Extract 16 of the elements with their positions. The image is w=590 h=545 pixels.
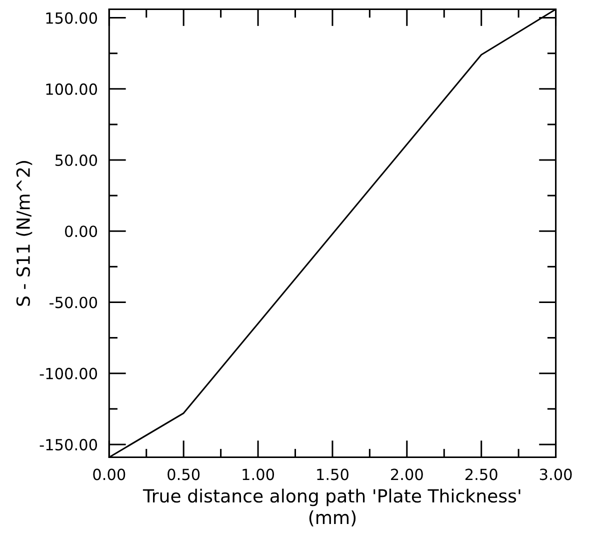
- x-tick-label: 0.50: [168, 468, 200, 480]
- y-tick-label: -50.00: [50, 296, 98, 308]
- y-tick-label: -100.00: [40, 368, 98, 380]
- x-tick-label: 1.50: [317, 468, 348, 480]
- x-tick-label: 2.00: [391, 468, 423, 480]
- y-tick-label: 50.00: [55, 154, 98, 166]
- x-tick-label: 2.50: [465, 468, 498, 480]
- x-tick-label: 0.00: [93, 468, 126, 480]
- y-tick-label: 150.00: [46, 12, 98, 24]
- y-axis-title: S - S11 (N/m^2): [16, 161, 32, 306]
- y-tick-label: -150.00: [40, 438, 98, 450]
- x-tick-label: 3.00: [540, 468, 572, 480]
- y-tick-label: 0.00: [65, 226, 98, 238]
- x-axis-title: True distance along path 'Plate Thickness' (mm): [142, 488, 520, 526]
- x-tick-label: 1.00: [242, 468, 274, 480]
- y-tick-label: 100.00: [46, 83, 98, 95]
